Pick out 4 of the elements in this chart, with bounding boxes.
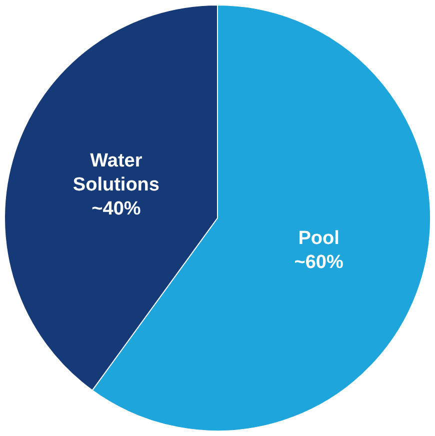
data-label: ~60%	[294, 252, 344, 274]
data-label: ~40%	[92, 198, 141, 220]
slice-label: Pool	[298, 228, 340, 250]
slice-label: Water Solutions	[72, 150, 160, 196]
